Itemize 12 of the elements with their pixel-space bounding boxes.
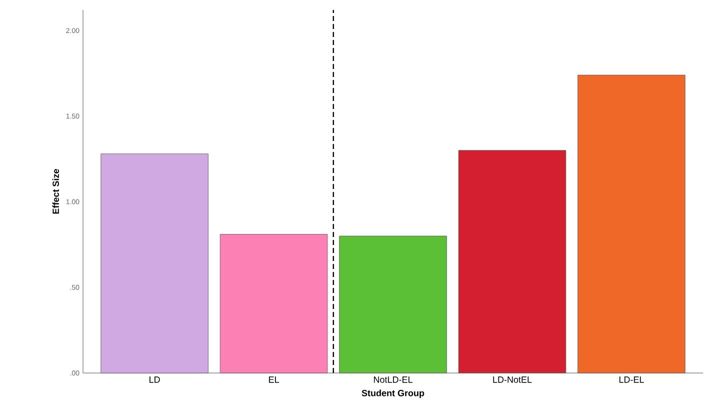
bar: [458, 150, 566, 374]
bar: [339, 236, 447, 374]
x-tick-label: EL: [269, 376, 279, 383]
x-tick-label: LD: [150, 376, 160, 383]
bar: [578, 74, 686, 374]
x-tick-label: LD-NotEL: [493, 376, 532, 383]
bar: [220, 234, 328, 374]
x-tick-label: NotLD-EL: [374, 376, 412, 383]
y-axis-title: Effect Size: [52, 169, 59, 214]
x-tick-label: LD-EL: [619, 376, 644, 383]
bar: [100, 154, 208, 374]
x-axis-title: Student Group: [362, 390, 424, 398]
